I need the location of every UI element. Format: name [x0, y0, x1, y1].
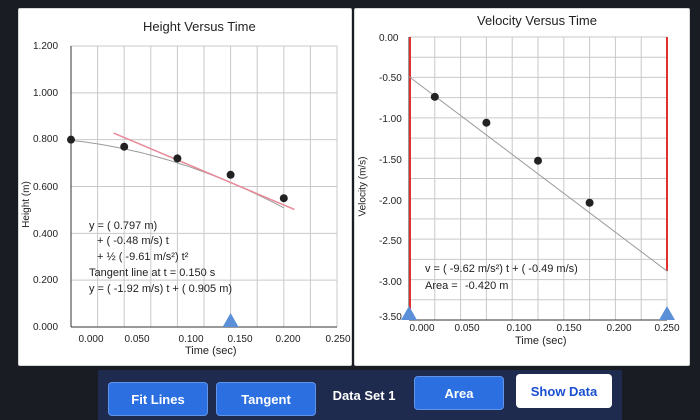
data-point [534, 156, 542, 165]
y-axis-label: Velocity (m/s) [357, 156, 369, 217]
x-tick: 0.000 [78, 334, 104, 345]
data-point [67, 135, 75, 144]
x-tick: 0.050 [454, 323, 480, 334]
y-tick: 0.00 [379, 33, 399, 44]
x-axis-label: Time (sec) [185, 345, 237, 357]
x-tick: 0.050 [124, 334, 150, 345]
data-point [279, 194, 288, 203]
data-point [173, 154, 182, 163]
height-time-panel: Height Versus Time Height (m) Time (sec)… [18, 8, 352, 366]
y-tick: 1.000 [33, 88, 59, 99]
velocity-time-panel: Velocity Versus Time Velocity (m/s) Time… [354, 8, 690, 366]
y-tick: 0.400 [33, 229, 59, 240]
velocity-time-chart [401, 36, 675, 321]
x-tick: 0.150 [556, 323, 582, 334]
y-tick: -2.50 [379, 236, 402, 247]
height-time-chart [67, 45, 338, 328]
fit-lines-button[interactable]: Fit Lines [108, 382, 208, 416]
data-point [585, 198, 594, 207]
area-end-marker [659, 306, 675, 320]
x-tick: 0.000 [409, 323, 435, 334]
y-tick: -2.00 [379, 196, 402, 207]
velocity-fit-line [408, 76, 668, 272]
x-tick: 0.150 [227, 334, 253, 345]
equation-accel-term: + ½ ( -9.61 m/s²) t² [97, 251, 189, 263]
y-tick: -1.00 [379, 114, 402, 125]
x-tick: 0.200 [275, 334, 301, 345]
velocity-fit-equation: v = ( -9.62 m/s²) t + ( -0.49 m/s) [425, 263, 578, 275]
area-label: Area = [425, 280, 458, 292]
tangent-line [113, 132, 295, 211]
x-axis-label: Time (sec) [515, 335, 567, 347]
tangent-time-label: Tangent line at t = 0.150 s [89, 267, 216, 279]
area-button[interactable]: Area [414, 376, 504, 410]
data-point [430, 92, 439, 101]
y-tick: 0.600 [33, 182, 59, 193]
y-tick: -3.00 [379, 277, 402, 288]
control-bar: Fit Lines Tangent Data Set 1 Area Show D… [98, 370, 622, 420]
equation-position: y = ( 0.797 m) [89, 220, 158, 232]
y-tick: 0.000 [33, 322, 59, 333]
time-marker-triangle [222, 313, 239, 327]
y-tick: 0.800 [33, 134, 59, 145]
data-point [482, 118, 491, 127]
x-tick: 0.100 [178, 334, 204, 345]
x-tick: 0.250 [654, 323, 680, 334]
data-point [226, 170, 235, 179]
area-value: -0.420 m [465, 280, 509, 292]
show-data-button[interactable]: Show Data [516, 374, 612, 408]
x-tick: 0.250 [325, 334, 351, 345]
tangent-equation: y = ( -1.92 m/s) t + ( 0.905 m) [89, 283, 233, 295]
y-tick: -3.50 [379, 312, 402, 323]
chart-title: Height Versus Time [143, 19, 256, 34]
y-tick: 1.200 [33, 41, 59, 52]
area-start-marker [401, 306, 417, 320]
x-tick: 0.200 [606, 323, 632, 334]
y-axis-label: Height (m) [20, 181, 32, 228]
tangent-button[interactable]: Tangent [216, 382, 316, 416]
y-tick: -0.50 [379, 73, 402, 84]
chart-title: Velocity Versus Time [477, 13, 597, 28]
y-tick: 0.200 [33, 275, 59, 286]
data-set-label: Data Set 1 [332, 387, 396, 403]
equation-velocity-term: + ( -0.48 m/s) t [97, 235, 169, 247]
x-tick: 0.100 [506, 323, 532, 334]
data-point [120, 142, 129, 151]
y-tick: -1.50 [379, 155, 402, 166]
